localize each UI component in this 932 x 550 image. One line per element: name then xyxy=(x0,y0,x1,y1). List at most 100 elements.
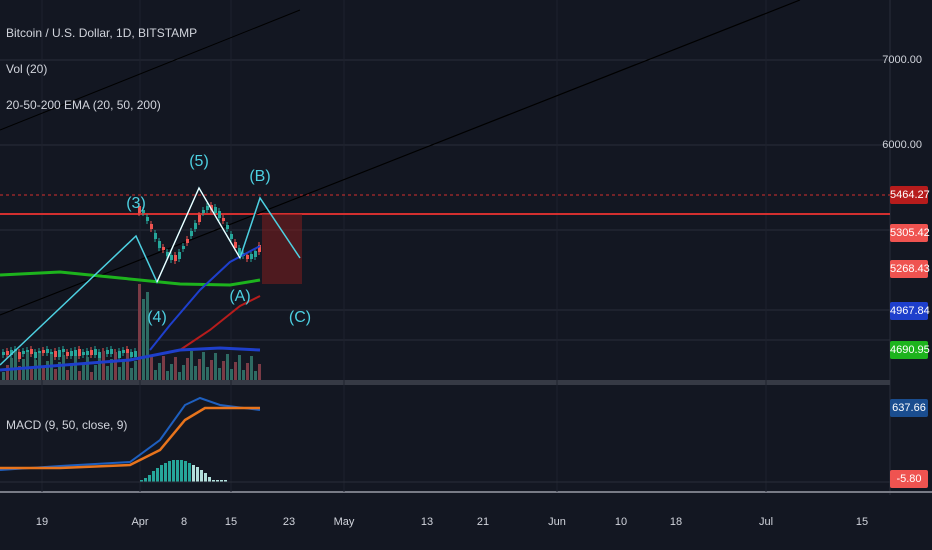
candle-body-11 xyxy=(46,349,49,353)
volume-bar-15 xyxy=(62,355,65,380)
volume-bar-63 xyxy=(254,371,257,380)
wave-label-a: (A) xyxy=(229,288,251,305)
candle-body-32 xyxy=(130,352,133,357)
volume-bar-41 xyxy=(166,371,169,380)
x-tick-21: 21 xyxy=(476,516,490,528)
x-tick-apr: Apr xyxy=(131,516,149,528)
volume-bar-17 xyxy=(70,363,73,380)
volume-bar-18 xyxy=(74,356,77,380)
x-tick-15: 15 xyxy=(224,516,238,528)
volume-bar-58 xyxy=(234,362,237,380)
volume-bar-35 xyxy=(142,299,145,380)
price-tag-5464: 5464.27 xyxy=(890,186,930,204)
volume-bar-26 xyxy=(106,366,109,380)
candle-body-40 xyxy=(162,247,165,250)
volume-bar-48 xyxy=(194,366,197,380)
volume-ma-line xyxy=(0,346,261,372)
wave-label-5: (5) xyxy=(189,153,209,170)
volume-bar-47 xyxy=(190,351,193,380)
volume-bar-3 xyxy=(14,351,17,380)
volume-legend: Vol (20) xyxy=(6,62,48,76)
candle-body-8 xyxy=(34,352,37,358)
volume-bar-6 xyxy=(26,352,29,380)
ema-200-line xyxy=(0,270,261,287)
volume-bar-38 xyxy=(154,370,157,380)
candle-body-14 xyxy=(58,350,61,357)
volume-bar-30 xyxy=(122,360,125,380)
volume-bar-27 xyxy=(110,359,113,380)
volume-bar-31 xyxy=(126,353,129,380)
macd-histogram-bar-18 xyxy=(212,480,215,482)
macd-histogram-bar-19 xyxy=(216,480,219,482)
candle-body-22 xyxy=(90,350,93,355)
volume-bar-10 xyxy=(42,368,45,380)
main-pane xyxy=(0,0,890,380)
price-tick-7000: 7000.00 xyxy=(882,54,922,66)
candle-body-15 xyxy=(62,349,65,352)
volume-bar-25 xyxy=(102,351,105,380)
x-tick-jul: Jul xyxy=(758,516,774,528)
volume-bar-11 xyxy=(46,361,49,380)
x-tick-13: 13 xyxy=(420,516,434,528)
candle-body-20 xyxy=(82,352,85,355)
candle-body-35 xyxy=(142,210,145,213)
volume-bar-22 xyxy=(90,372,93,380)
macd-histogram-bar-7 xyxy=(168,461,171,482)
macd-histogram-bar-21 xyxy=(224,480,227,482)
wave-overlay-line xyxy=(156,186,241,283)
macd-histogram-bar-2 xyxy=(148,475,151,482)
wave-label-b: (B) xyxy=(249,168,271,185)
x-tick-23: 23 xyxy=(282,516,296,528)
x-tick-may: May xyxy=(333,516,355,528)
volume-bar-7 xyxy=(30,367,33,380)
candle-body-53 xyxy=(214,207,217,213)
candle-body-51 xyxy=(206,206,209,210)
macd-line xyxy=(0,396,261,471)
volume-bar-51 xyxy=(206,367,209,380)
volume-bar-53 xyxy=(214,353,217,380)
volume-bar-55 xyxy=(222,361,225,380)
price-tag-4967: 4967.84 xyxy=(890,302,930,320)
volume-bar-34 xyxy=(138,284,141,380)
candle-body-63 xyxy=(254,251,257,257)
symbol-title: Bitcoin / U.S. Dollar, 1D, BITSTAMP xyxy=(6,26,198,40)
price-tag-5305: 5305.42 xyxy=(890,224,930,242)
volume-bar-46 xyxy=(186,358,189,380)
volume-bar-36 xyxy=(146,292,149,380)
macd-histogram-bar-4 xyxy=(156,468,159,482)
volume-bar-59 xyxy=(238,355,241,380)
candle-body-33 xyxy=(134,351,137,357)
macd-tag-637: 637.66 xyxy=(890,399,928,417)
macd-histogram-bar-13 xyxy=(192,465,195,482)
candle-body-52 xyxy=(210,205,213,210)
trend-line-upper xyxy=(0,9,301,131)
volume-bar-33 xyxy=(134,361,137,380)
volume-bar-44 xyxy=(178,372,181,380)
candle-body-50 xyxy=(202,210,205,213)
macd-histogram-bar-5 xyxy=(160,465,163,482)
volume-bar-61 xyxy=(246,363,249,380)
volume-bar-42 xyxy=(170,364,173,380)
volume-bar-57 xyxy=(230,369,233,380)
candle-body-48 xyxy=(194,223,197,229)
volume-bar-29 xyxy=(118,367,121,380)
candle-body-30 xyxy=(122,350,125,353)
volume-bar-60 xyxy=(242,370,245,380)
volume-bar-21 xyxy=(86,357,89,380)
candle-body-36 xyxy=(146,217,149,221)
macd-histogram-bar-6 xyxy=(164,463,167,482)
candle-body-41 xyxy=(166,252,169,256)
macd-histogram-bar-3 xyxy=(152,471,155,482)
candle-body-31 xyxy=(126,349,129,353)
candle-body-55 xyxy=(222,218,225,221)
volume-bar-56 xyxy=(226,354,229,380)
volume-bar-23 xyxy=(94,365,97,380)
macd-histogram-bar-0 xyxy=(140,480,143,482)
candle-body-13 xyxy=(54,351,57,357)
volume-bar-39 xyxy=(158,363,161,380)
trend-line-lower xyxy=(0,0,801,316)
candle-body-54 xyxy=(218,211,221,218)
candle-body-38 xyxy=(154,233,157,239)
candle-body-44 xyxy=(178,252,181,259)
macd-tag-neg: -5.80 xyxy=(890,470,928,488)
